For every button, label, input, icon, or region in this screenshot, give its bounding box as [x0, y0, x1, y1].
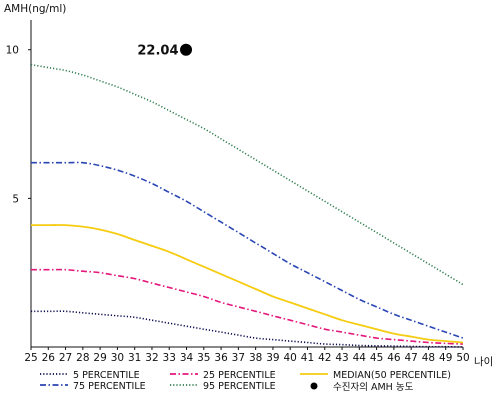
x-tick-label: 37	[232, 352, 245, 364]
x-tick-label: 35	[197, 352, 210, 364]
y-tick-label: 10	[6, 45, 19, 57]
x-tick-label: 46	[387, 352, 401, 364]
legend-marker-swatch	[310, 382, 318, 390]
x-axis-label: 나이	[474, 356, 493, 368]
series-line-4	[31, 161, 464, 339]
series-line-3	[31, 224, 464, 344]
x-tick-label: 47	[404, 352, 417, 364]
series-lines	[30, 63, 464, 348]
axes: AMH(ng/ml) 나이	[4, 3, 493, 368]
y-axis-label: AMH(ng/ml)	[4, 3, 66, 15]
x-tick-label: 25	[24, 352, 37, 364]
series-line-2	[30, 268, 464, 345]
x-tick-label: 39	[266, 352, 279, 364]
legend-label: 수진자의 AMH 농도	[333, 382, 414, 393]
x-tick-label: 45	[370, 352, 383, 364]
x-tick-label: 29	[93, 352, 106, 364]
x-tick-label: 26	[42, 352, 56, 364]
tick-labels: 25 26 27 28 29 30 31 32 33 34 35 36 37 38 39 40 41 42 43 44…	[6, 45, 470, 364]
series-line-5	[30, 63, 464, 286]
x-tick-label: 33	[163, 352, 176, 364]
x-tick-label: 31	[128, 352, 141, 364]
series-line-1	[31, 310, 464, 348]
patient-marker-group: 22.04	[137, 43, 193, 59]
x-tick-label: 44	[353, 352, 367, 364]
x-tick-label: 36	[214, 352, 228, 364]
legend-label: 5 PERCENTILE	[73, 370, 140, 381]
patient-amh-value: 22.04	[137, 44, 178, 59]
x-tick-label: 48	[422, 352, 435, 364]
y-tick-label: 5	[12, 193, 19, 205]
legend-label: MEDIAN(50 PERCENTILE)	[333, 370, 451, 381]
x-tick-label: 42	[318, 352, 331, 364]
x-tick-label: 49	[439, 352, 452, 364]
x-tick-label: 43	[335, 352, 348, 364]
patient-amh-marker	[180, 43, 193, 56]
x-tick-label: 34	[180, 352, 194, 364]
x-tick-label: 41	[301, 352, 314, 364]
x-tick-label: 32	[145, 352, 158, 364]
x-tick-label: 50	[456, 352, 469, 364]
x-tick-label: 27	[59, 352, 72, 364]
legend-label: 75 PERCENTILE	[73, 381, 146, 392]
legend-label: 95 PERCENTILE	[203, 381, 276, 392]
x-tick-label: 40	[284, 352, 297, 364]
x-tick-label: 30	[111, 352, 124, 364]
legend-label: 25 PERCENTILE	[203, 370, 276, 381]
x-tick-label: 28	[76, 352, 89, 364]
x-tick-label: 38	[249, 352, 262, 364]
